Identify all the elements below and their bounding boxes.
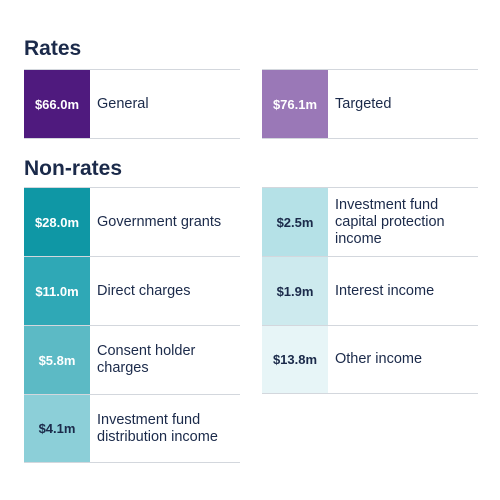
revenue-label: Government grants — [97, 213, 222, 230]
revenue-label: Investment fund capital protection incom… — [335, 196, 445, 247]
amount-cell: $66.0m — [24, 70, 90, 138]
amount-cell: $4.1m — [24, 395, 90, 462]
revenue-label: General — [97, 95, 149, 112]
revenue-row-interest-income: $1.9m Interest income — [262, 256, 478, 325]
non-rates-left-column: $28.0m Government grants $11.0m Direct c… — [24, 187, 240, 463]
amount-cell: $13.8m — [262, 326, 328, 393]
amount-cell: $1.9m — [262, 257, 328, 325]
amount-cell: $11.0m — [24, 257, 90, 325]
amount-cell: $5.8m — [24, 326, 90, 394]
revenue-label: Interest income — [335, 282, 435, 299]
revenue-row-direct-charges: $11.0m Direct charges — [24, 256, 240, 325]
amount-cell: $2.5m — [262, 188, 328, 256]
rates-left-column: $66.0m General — [24, 69, 240, 139]
revenue-label: Targeted — [335, 95, 392, 112]
revenue-label: Direct charges — [97, 282, 191, 299]
revenue-row-other-income: $13.8m Other income — [262, 325, 478, 394]
amount-cell: $76.1m — [262, 70, 328, 138]
amount-cell: $28.0m — [24, 188, 90, 256]
revenue-label: Consent holder charges — [97, 343, 196, 376]
rates-right-column: $76.1m Targeted — [262, 69, 478, 139]
revenue-row-general: $66.0m General — [24, 69, 240, 139]
revenue-row-government-grants: $28.0m Government grants — [24, 187, 240, 256]
revenue-row-consent-holder-charges: $5.8m Consent holder charges — [24, 325, 240, 394]
non-rates-right-column: $2.5m Investment fund capital protection… — [262, 187, 478, 394]
revenue-row-investment-fund-capital-protection: $2.5m Investment fund capital protection… — [262, 187, 478, 256]
rates-heading: Rates — [24, 37, 82, 60]
revenue-row-investment-fund-distribution: $4.1m Investment fund distribution incom… — [24, 394, 240, 463]
revenue-label: Other income — [335, 351, 423, 367]
revenue-row-targeted: $76.1m Targeted — [262, 69, 478, 139]
revenue-label: Investment fund distribution income — [97, 411, 218, 445]
non-rates-heading: Non-rates — [24, 157, 123, 180]
